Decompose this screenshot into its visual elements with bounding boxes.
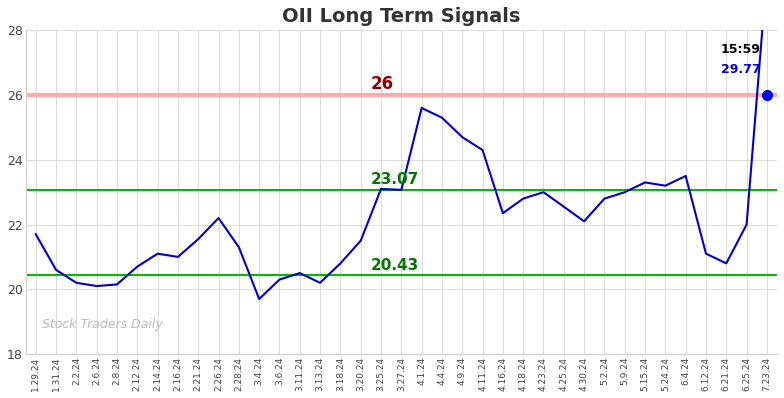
Text: Stock Traders Daily: Stock Traders Daily [42,318,162,331]
Text: 26: 26 [371,74,394,93]
Text: 20.43: 20.43 [371,258,419,273]
Title: OII Long Term Signals: OII Long Term Signals [282,7,521,26]
Text: 29.77: 29.77 [721,62,760,76]
Text: 15:59: 15:59 [721,43,760,56]
Text: 23.07: 23.07 [371,172,419,187]
